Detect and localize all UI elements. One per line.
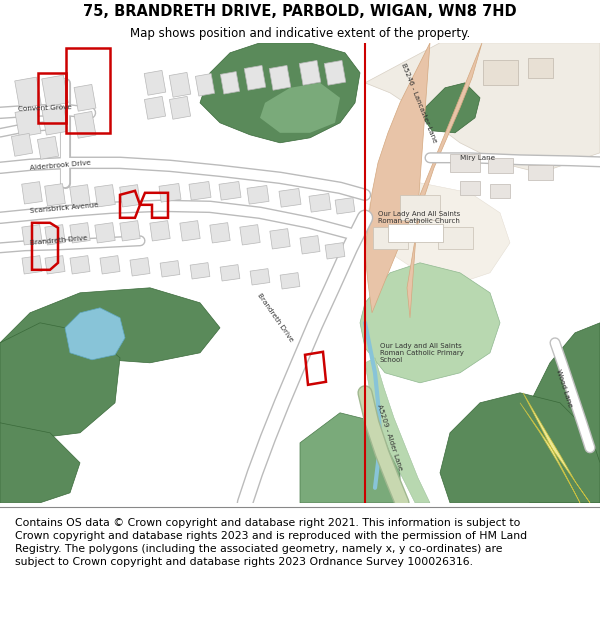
Text: Wood Lane: Wood Lane [555, 368, 573, 408]
Bar [279, 189, 301, 207]
Bar [70, 222, 90, 243]
Polygon shape [260, 82, 340, 132]
Bar [74, 111, 96, 138]
Bar [45, 224, 65, 245]
Bar [144, 71, 166, 95]
Bar [250, 269, 270, 285]
Bar [42, 75, 68, 106]
Bar [160, 261, 180, 277]
Text: Miry Lane: Miry Lane [460, 155, 495, 161]
Bar [145, 96, 166, 119]
Polygon shape [0, 42, 600, 502]
Bar [240, 224, 260, 245]
Polygon shape [365, 42, 482, 318]
Text: Brandreth Drive: Brandreth Drive [256, 292, 294, 343]
Bar [159, 184, 181, 202]
Bar [22, 256, 42, 274]
Bar [74, 84, 96, 111]
Bar [437, 227, 473, 249]
Polygon shape [520, 393, 590, 502]
Bar [95, 184, 115, 207]
Bar [22, 182, 43, 204]
Bar [270, 229, 290, 249]
Polygon shape [65, 308, 125, 360]
Bar [373, 227, 407, 249]
Bar [45, 256, 65, 274]
Bar [119, 184, 140, 207]
Bar [37, 136, 59, 159]
Bar [42, 107, 68, 135]
Text: Our Lady And All Saints
Roman Catholic Church: Our Lady And All Saints Roman Catholic C… [378, 211, 460, 224]
Bar [130, 258, 150, 276]
Bar [70, 184, 91, 207]
Bar [482, 60, 517, 85]
Polygon shape [0, 288, 220, 362]
Bar [15, 77, 41, 109]
Bar [100, 256, 120, 274]
Text: B5246 - Lancaster Lane: B5246 - Lancaster Lane [400, 62, 437, 144]
Polygon shape [420, 82, 480, 132]
Polygon shape [200, 42, 360, 142]
Text: 75, BRANDRETH DRIVE, PARBOLD, WIGAN, WN8 7HD: 75, BRANDRETH DRIVE, PARBOLD, WIGAN, WN8… [83, 4, 517, 19]
Bar [460, 181, 480, 195]
Bar [527, 165, 553, 180]
Bar [244, 66, 266, 90]
Bar [280, 272, 300, 289]
Bar [300, 236, 320, 254]
Bar [487, 158, 512, 173]
Bar [11, 133, 32, 156]
Polygon shape [0, 322, 120, 437]
Bar [309, 194, 331, 212]
Bar [450, 154, 480, 172]
Bar [400, 195, 440, 220]
Bar [44, 184, 65, 206]
Bar [490, 184, 510, 198]
Polygon shape [365, 42, 600, 172]
Bar [15, 109, 41, 137]
Polygon shape [0, 423, 80, 503]
Polygon shape [360, 262, 500, 382]
Bar [70, 256, 90, 274]
Bar [247, 186, 269, 204]
Bar [196, 74, 215, 96]
Bar [150, 221, 170, 241]
Bar [210, 222, 230, 243]
Polygon shape [365, 357, 430, 502]
Bar [169, 72, 191, 98]
Bar [169, 96, 191, 119]
Text: Contains OS data © Crown copyright and database right 2021. This information is : Contains OS data © Crown copyright and d… [15, 518, 527, 568]
Bar [189, 181, 211, 200]
Bar [95, 222, 115, 243]
Bar [335, 198, 355, 214]
Polygon shape [365, 182, 510, 282]
Bar [219, 181, 241, 200]
Text: Convent Grove: Convent Grove [18, 104, 72, 112]
Bar [190, 262, 210, 279]
Polygon shape [520, 322, 600, 502]
Text: A5209 - Alder Lane: A5209 - Alder Lane [376, 404, 403, 472]
Text: Alderbrook Drive: Alderbrook Drive [30, 160, 92, 171]
Bar [388, 224, 443, 242]
Bar [324, 61, 346, 85]
Bar [120, 221, 140, 241]
Bar [527, 58, 553, 78]
Text: Our Lady and All Saints
Roman Catholic Primary
School: Our Lady and All Saints Roman Catholic P… [380, 342, 464, 362]
Bar [180, 221, 200, 241]
Bar [299, 61, 321, 85]
Bar [220, 72, 239, 94]
Text: Map shows position and indicative extent of the property.: Map shows position and indicative extent… [130, 27, 470, 39]
Bar [269, 66, 291, 90]
Polygon shape [440, 393, 600, 502]
Polygon shape [300, 413, 400, 502]
Bar [22, 224, 42, 245]
Text: Scarisbrick Avenue: Scarisbrick Avenue [30, 202, 99, 214]
Bar [325, 242, 345, 259]
Bar [220, 264, 240, 281]
Text: Brandreth Drive: Brandreth Drive [30, 235, 88, 246]
